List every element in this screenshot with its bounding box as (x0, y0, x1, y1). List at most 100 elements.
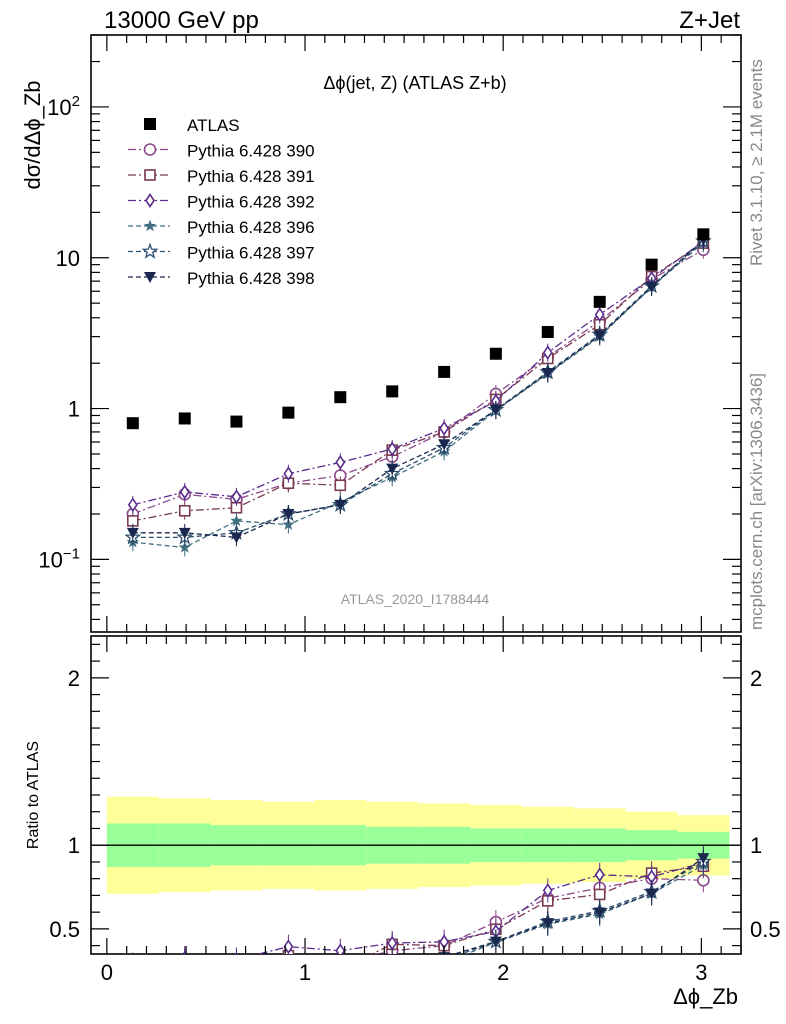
ratio-series-2-point (335, 964, 345, 974)
series-4-point (178, 540, 191, 553)
atlas-data-point (541, 325, 554, 338)
series-4-point (230, 514, 243, 527)
ratio-series-1-point (127, 965, 138, 976)
atlas-data-point (178, 412, 191, 425)
ratio-series-2-point (180, 967, 190, 977)
ratio-series-4-point (282, 976, 294, 988)
legend-label-5: Pythia 6.428 397 (187, 244, 315, 263)
series-2-point (178, 504, 191, 517)
ratio-series-6-point (179, 978, 191, 989)
ratio-series-3-point (335, 943, 346, 954)
legend-label-2: Pythia 6.428 391 (187, 167, 315, 186)
x-tick-label: 2 (497, 960, 509, 985)
ratio-series-3-point (283, 939, 294, 954)
legend-marker-6 (144, 272, 156, 283)
ratio-series-2-point (231, 963, 241, 973)
ratio-y-tick-label: 2 (68, 666, 80, 691)
mcplots-label: mcplots.cern.ch [arXiv:1306.3436] (747, 373, 766, 630)
atlas-data-point (593, 295, 606, 308)
ratio-series-5-point (230, 975, 243, 988)
series-6-point (126, 527, 139, 539)
series-3-point (179, 484, 190, 500)
ratio-y-tick-label: 1 (68, 833, 80, 858)
series-3-point (439, 420, 450, 436)
legend-label-1: Pythia 6.428 390 (187, 142, 315, 161)
ratio-plot-area (91, 796, 741, 995)
series-3-point (231, 489, 242, 505)
series-3-point (594, 307, 605, 323)
atlas-data-point (282, 406, 295, 419)
main-panel-frame (90, 34, 742, 633)
series-3-point (127, 497, 138, 513)
legend-marker-2 (144, 169, 156, 181)
ratio-series-3-point (594, 867, 605, 883)
ratio-series-5-point (282, 970, 295, 983)
ratio-series-5-point (386, 958, 399, 971)
ratio-y-axis-label: Ratio to ATLAS (25, 741, 42, 849)
series-2-point (334, 479, 347, 492)
atlas-data-point (438, 365, 451, 378)
y-tick-label: 10 (56, 246, 80, 271)
ratio-series-6-point (645, 888, 658, 900)
legend-marker-1 (143, 143, 157, 156)
main-axis-ticks: 10−1 1 10 102 (38, 34, 742, 632)
main-plot-area (124, 228, 712, 557)
x-tick-label: 3 (695, 960, 707, 985)
legend-marker-5 (141, 242, 159, 259)
series-6-point (178, 527, 191, 539)
atlas-data-point (230, 415, 243, 428)
atlas-data-point (697, 228, 710, 241)
ratio-series-6-point (230, 979, 242, 990)
ratio-line-1 (374, 878, 704, 954)
ratio-series-6-point (334, 975, 346, 986)
ratio-series-3-point (235, 952, 238, 954)
ratio-series-6-point (593, 907, 606, 919)
series-line-6 (132, 239, 704, 539)
ratio-series-4-point (438, 956, 450, 968)
series-6-point (282, 508, 295, 520)
series-3-point (335, 454, 346, 470)
ratio-series-6-point (386, 956, 398, 967)
ratio-series-4-point (127, 979, 139, 991)
ratio-y-tick-label-right: 0.5 (750, 917, 781, 942)
ratio-series-2-point (128, 970, 138, 980)
ratio-series-6-point (282, 972, 294, 983)
ratio-series-4-point (334, 972, 346, 984)
ratio-line-2 (370, 865, 704, 954)
legend-label-3: Pythia 6.428 392 (187, 193, 315, 212)
rivet-label: Rivet 3.1.10, ≥ 2.1M events (747, 59, 766, 266)
legend: ATLAS Pythia 6.428 390 Pythia 6.428 391 Pyt… (128, 116, 315, 288)
series-6-point (334, 499, 347, 511)
series-6-point (541, 368, 554, 380)
y-tick-label: 10−1 (38, 545, 80, 572)
atlas-data-point (334, 391, 347, 404)
ratio-series-6-point (127, 976, 139, 987)
ratio-series-6-point (541, 918, 554, 930)
atlas-data-point (386, 385, 399, 398)
ratio-series-4-point (179, 983, 191, 995)
ratio-series-5-point (126, 976, 139, 989)
ratio-line-3 (256, 862, 704, 954)
series-line-1 (132, 249, 704, 515)
analysis-watermark: ATLAS_2020_I1788444 (341, 591, 490, 607)
ratio-series-5-point (443, 951, 446, 954)
ratio-series-3-point (129, 958, 137, 970)
ratio-series-6-point (489, 936, 502, 948)
x-tick-label: 1 (299, 960, 311, 985)
series-3-point (387, 441, 398, 457)
legend-marker-atlas (144, 118, 156, 130)
ratio-series-3-point (182, 950, 187, 954)
series-6-point (645, 281, 658, 293)
legend-label-atlas: ATLAS (187, 116, 240, 135)
legend-marker-3 (145, 193, 155, 208)
series-6-point (230, 532, 243, 544)
ratio-series-6-point (697, 853, 710, 865)
atlas-data-point (126, 417, 139, 430)
ratio-series-1-point (335, 956, 346, 967)
x-tick-label: 0 (101, 960, 113, 985)
ratio-series-4-point (386, 961, 398, 973)
ratio-series-3-point (387, 935, 398, 951)
y-axis-label: dσ/dΔϕ_Zb (20, 80, 45, 189)
series-6-point (386, 463, 399, 475)
